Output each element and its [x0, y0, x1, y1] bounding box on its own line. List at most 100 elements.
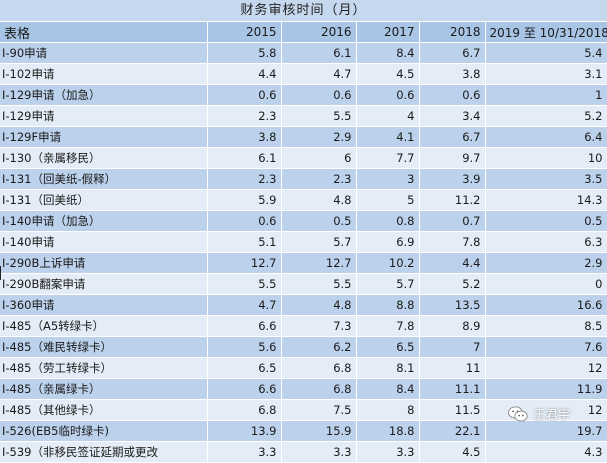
- value-cell: 7.8: [356, 315, 420, 337]
- value-cell: 6.5: [356, 336, 420, 358]
- value-cell: 13.9: [207, 420, 282, 442]
- value-cell: 3.8: [419, 63, 486, 85]
- form-name-cell: I-129申请: [0, 105, 208, 127]
- table-row: I-290B翻案申请 5.5 5.5 5.7 5.2 0: [0, 273, 607, 295]
- value-cell: 5.4: [485, 42, 607, 64]
- value-cell: 6.2: [281, 336, 357, 358]
- value-cell: 6.9: [356, 231, 420, 253]
- table-row: I-102申请 4.4 4.7 4.5 3.8 3.1: [0, 63, 607, 85]
- value-cell: 4.5: [356, 63, 420, 85]
- header-row: 表格 2015 2016 2017 2018 2019 至 10/31/2018: [0, 22, 607, 43]
- table-title: 财务审核时间（月）: [0, 0, 607, 22]
- value-cell: 7.5: [281, 399, 357, 421]
- value-cell: 3.3: [207, 441, 282, 463]
- value-cell: 0: [485, 273, 607, 295]
- value-cell: 5.2: [419, 273, 486, 295]
- form-name-cell: I-485（难民转绿卡）: [0, 336, 208, 358]
- value-cell: 5.6: [207, 336, 282, 358]
- value-cell: 2.3: [207, 105, 282, 127]
- form-name-cell: I-290B翻案申请: [0, 273, 208, 295]
- table-row: I-485（劳工转绿卡） 6.5 6.8 8.1 11 12: [0, 357, 607, 379]
- header-2016: 2016: [281, 22, 357, 43]
- table-row: I-526(EB5临时绿卡) 13.9 15.9 18.8 22.1 19.7: [0, 420, 607, 442]
- value-cell: 7.8: [419, 231, 486, 253]
- value-cell: 8.1: [356, 357, 420, 379]
- value-cell: 3.8: [207, 126, 282, 148]
- value-cell: 7.7: [356, 147, 420, 169]
- form-name-cell: I-526(EB5临时绿卡): [0, 420, 208, 442]
- value-cell: 6.8: [281, 357, 357, 379]
- value-cell: 2.3: [281, 168, 357, 190]
- form-name-cell: I-129申请（加急）: [0, 84, 208, 106]
- value-cell: 8.5: [485, 315, 607, 337]
- value-cell: 13.5: [419, 294, 486, 316]
- value-cell: 11: [419, 357, 486, 379]
- value-cell: 7.6: [485, 336, 607, 358]
- header-2015: 2015: [207, 22, 282, 43]
- value-cell: 16.6: [485, 294, 607, 316]
- value-cell: 8.9: [419, 315, 486, 337]
- value-cell: 15.9: [281, 420, 357, 442]
- form-name-cell: I-360申请: [0, 294, 208, 316]
- value-cell: 11.5: [419, 399, 486, 421]
- value-cell: 6.4: [485, 126, 607, 148]
- value-cell: 8.4: [356, 378, 420, 400]
- value-cell: 0.6: [419, 84, 486, 106]
- form-name-cell: I-102申请: [0, 63, 208, 85]
- value-cell: 6.5: [207, 357, 282, 379]
- value-cell: 4.8: [281, 294, 357, 316]
- value-cell: 6.1: [281, 42, 357, 64]
- form-name-cell: I-140申请: [0, 231, 208, 253]
- table-row: I-129F申请 3.8 2.9 4.1 6.7 6.4: [0, 126, 607, 148]
- value-cell: 4: [356, 105, 420, 127]
- value-cell: 11.2: [419, 189, 486, 211]
- form-name-cell: I-90申请: [0, 42, 208, 64]
- value-cell: 3.9: [419, 168, 486, 190]
- form-name-cell: I-485（亲属绿卡）: [0, 378, 208, 400]
- table-row: I-130（亲属移民） 6.1 6 7.7 9.7 10: [0, 147, 607, 169]
- value-cell: 7.3: [281, 315, 357, 337]
- value-cell: 5.1: [207, 231, 282, 253]
- form-name-cell: I-485（其他绿卡）: [0, 399, 208, 421]
- table-row: I-90申请 5.8 6.1 8.4 6.7 5.4: [0, 42, 607, 64]
- value-cell: 11.9: [485, 378, 607, 400]
- value-cell: 2.9: [485, 252, 607, 274]
- value-cell: 0.6: [207, 210, 282, 232]
- value-cell: 1: [485, 84, 607, 106]
- value-cell: 3.3: [281, 441, 357, 463]
- value-cell: 5.9: [207, 189, 282, 211]
- text-cursor: [0, 266, 1, 280]
- processing-time-table: 表格 2015 2016 2017 2018 2019 至 10/31/2018…: [0, 22, 607, 463]
- table-row: I-131（回美纸-假释） 2.3 2.3 3 3.9 3.5: [0, 168, 607, 190]
- value-cell: 0.6: [281, 84, 357, 106]
- value-cell: 0.6: [356, 84, 420, 106]
- value-cell: 6.7: [419, 126, 486, 148]
- value-cell: 5: [356, 189, 420, 211]
- value-cell: 5.5: [281, 273, 357, 295]
- value-cell: 12.7: [281, 252, 357, 274]
- value-cell: 6.8: [281, 378, 357, 400]
- value-cell: 3: [356, 168, 420, 190]
- table-row: I-485（难民转绿卡） 5.6 6.2 6.5 7 7.6: [0, 336, 607, 358]
- value-cell: 3.5: [485, 168, 607, 190]
- value-cell: 19.7: [485, 420, 607, 442]
- header-2019: 2019 至 10/31/2018: [485, 22, 607, 43]
- value-cell: 12: [485, 357, 607, 379]
- value-cell: 12.7: [207, 252, 282, 274]
- value-cell: 3.3: [356, 441, 420, 463]
- value-cell: 6.3: [485, 231, 607, 253]
- value-cell: 18.8: [356, 420, 420, 442]
- value-cell: 8.4: [356, 42, 420, 64]
- form-name-cell: I-290B上诉申请: [0, 252, 208, 274]
- value-cell: 4.7: [281, 63, 357, 85]
- table-row: I-140申请 5.1 5.7 6.9 7.8 6.3: [0, 231, 607, 253]
- value-cell: 5.5: [207, 273, 282, 295]
- value-cell: 6.6: [207, 378, 282, 400]
- header-2017: 2017: [356, 22, 420, 43]
- value-cell: 2.3: [207, 168, 282, 190]
- table-row: I-485（亲属绿卡） 6.6 6.8 8.4 11.1 11.9: [0, 378, 607, 400]
- value-cell: 9.7: [419, 147, 486, 169]
- value-cell: 4.5: [419, 441, 486, 463]
- value-cell: 11.1: [419, 378, 486, 400]
- value-cell: 0.5: [485, 210, 607, 232]
